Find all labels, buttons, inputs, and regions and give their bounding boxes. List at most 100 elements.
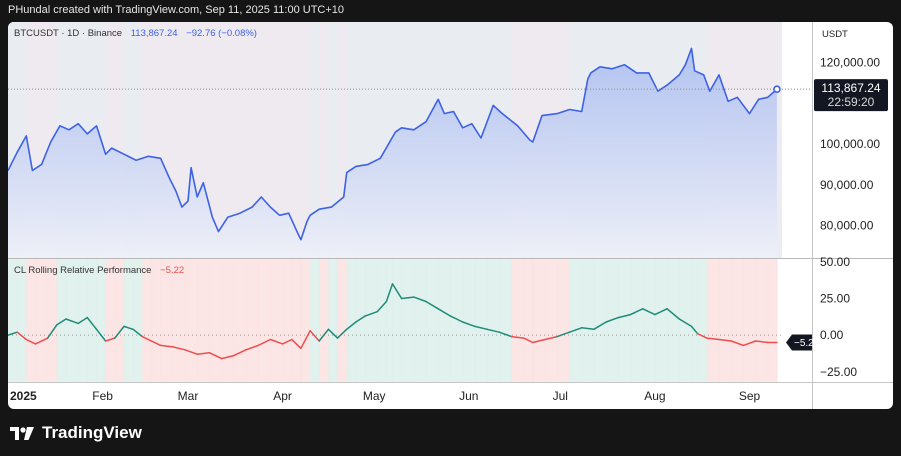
performance-line-segment xyxy=(257,338,272,347)
performance-line-segment xyxy=(654,308,668,316)
performance-tick-label: 50.00 xyxy=(820,255,850,269)
performance-line-segment xyxy=(364,310,378,317)
brand-name: TradingView xyxy=(42,423,142,442)
price-line xyxy=(8,47,778,241)
time-tick-label: Aug xyxy=(644,389,665,403)
performance-line-segment xyxy=(172,346,186,351)
performance-line-segment xyxy=(385,283,394,303)
performance-line-segment xyxy=(449,315,464,323)
performance-line-segment xyxy=(77,316,89,325)
performance-line-segment xyxy=(86,316,98,331)
performance-line-segment xyxy=(461,321,476,328)
performance-line-segment xyxy=(425,300,439,310)
performance-line-segment xyxy=(666,308,681,320)
last-price-label-bg xyxy=(814,79,888,112)
symbol-change: −92.76 (−0.08%) xyxy=(186,28,257,39)
performance-line-segment xyxy=(568,327,583,333)
performance-line-segment xyxy=(437,308,452,317)
performance-line-segment xyxy=(532,338,546,344)
symbol-name: BTCUSDT · 1D · Binance xyxy=(14,28,122,39)
performance-line-segment xyxy=(522,337,534,344)
performance-line-segment xyxy=(486,328,501,333)
performance-line-segment xyxy=(196,351,211,355)
performance-line-segment xyxy=(281,338,293,345)
time-tick-label: Apr xyxy=(273,389,292,403)
performance-tick-label: 0.00 xyxy=(820,328,844,342)
last-performance-label: −5.22 xyxy=(786,334,820,351)
chart-svg[interactable]: BTCUSDT · 1D · Binance 113,867.24 −92.76… xyxy=(8,22,893,409)
performance-line-segment xyxy=(104,337,116,342)
performance-line-segment xyxy=(336,328,348,339)
time-tick-label: Feb xyxy=(92,389,113,403)
time-tick-label: 2025 xyxy=(10,389,37,403)
performance-line-segment xyxy=(291,338,302,350)
performance-line-segment xyxy=(95,328,107,342)
last-price-label-value: 113,867.24 xyxy=(821,81,880,95)
last-price-label-time: 22:59:20 xyxy=(828,95,875,109)
performance-line-segment xyxy=(498,331,513,338)
performance-line-segment xyxy=(220,354,235,360)
performance-line-segment xyxy=(641,308,656,316)
performance-line-segment xyxy=(754,340,769,344)
performance-line-segment xyxy=(510,335,525,339)
performance-line-segment xyxy=(233,349,247,357)
performance-line-segment xyxy=(132,328,144,338)
performance-line-segment xyxy=(65,318,79,325)
performance-line-segment xyxy=(245,344,259,351)
last-performance-label-value: −5.22 xyxy=(794,338,820,349)
performance-line-segment xyxy=(718,338,732,342)
time-axis-ticks[interactable]: 2025 Feb Mar Apr May Jun Jul Aug Sep xyxy=(10,389,760,403)
performance-line-segment xyxy=(25,338,37,345)
performance-line-segment xyxy=(706,337,720,341)
price-tick-label: 120,000.00 xyxy=(820,56,880,70)
price-tick-label: 80,000.00 xyxy=(820,218,874,232)
performance-line-segment xyxy=(159,344,174,348)
performance-line-segment xyxy=(605,316,620,323)
performance-line-segment xyxy=(269,338,284,345)
chart-area: BTCUSDT · 1D · Binance 113,867.24 −92.76… xyxy=(8,22,893,409)
performance-line-segment xyxy=(617,313,632,319)
performance-axis-ticks[interactable]: 50.00 25.00 0.00 −25.00 xyxy=(820,255,857,379)
performance-line-segment xyxy=(580,327,595,331)
performance-tick-label: 25.00 xyxy=(820,292,850,306)
tradingview-logo-icon xyxy=(10,427,34,440)
price-area-fill xyxy=(8,48,777,259)
price-axis-ticks[interactable]: 120,000.00 100,000.00 90,000.00 80,000.00 xyxy=(820,56,880,233)
performance-line-segment xyxy=(730,340,745,347)
time-tick-label: Sep xyxy=(739,389,761,403)
performance-line-segment xyxy=(376,300,388,313)
performance-line-segment xyxy=(696,332,708,339)
indicator-legend[interactable]: CL Rolling Relative Performance −5.22 xyxy=(14,265,184,276)
performance-line-segment xyxy=(114,325,125,339)
indicator-title: CL Rolling Relative Performance xyxy=(14,265,151,276)
performance-line-segment xyxy=(184,349,198,355)
performance-line xyxy=(8,283,778,360)
performance-line-segment xyxy=(208,351,223,360)
last-price-dot xyxy=(773,85,781,93)
performance-line-segment xyxy=(8,331,18,336)
performance-line-segment xyxy=(391,283,403,300)
price-tick-label: 90,000.00 xyxy=(820,178,874,192)
performance-line-segment xyxy=(345,321,357,331)
tradingview-branding[interactable]: TradingView xyxy=(10,420,142,446)
performance-line-segment xyxy=(474,325,488,331)
performance-line-segment xyxy=(56,318,67,326)
price-tick-label: 100,000.00 xyxy=(820,137,880,151)
time-tick-label: May xyxy=(363,389,386,403)
performance-line-segment xyxy=(355,315,366,323)
time-tick-label: Jul xyxy=(553,389,568,403)
performance-line-segment xyxy=(629,308,644,316)
performance-line-segment xyxy=(123,325,134,331)
performance-line-segment xyxy=(34,337,49,345)
last-price-label: 113,867.24 22:59:20 xyxy=(814,79,888,112)
performance-line-segment xyxy=(400,296,415,300)
performance-line-segment xyxy=(678,318,693,328)
performance-tick-label: −25.00 xyxy=(820,365,857,379)
symbol-legend[interactable]: BTCUSDT · 1D · Binance 113,867.24 −92.76… xyxy=(14,28,257,39)
price-axis-unit: USDT xyxy=(822,29,848,40)
snapshot-credit: PHundal created with TradingView.com, Se… xyxy=(8,4,345,16)
indicator-last-value: −5.22 xyxy=(160,265,184,276)
time-tick-label: Jun xyxy=(459,389,478,403)
performance-line-segment xyxy=(300,330,311,350)
